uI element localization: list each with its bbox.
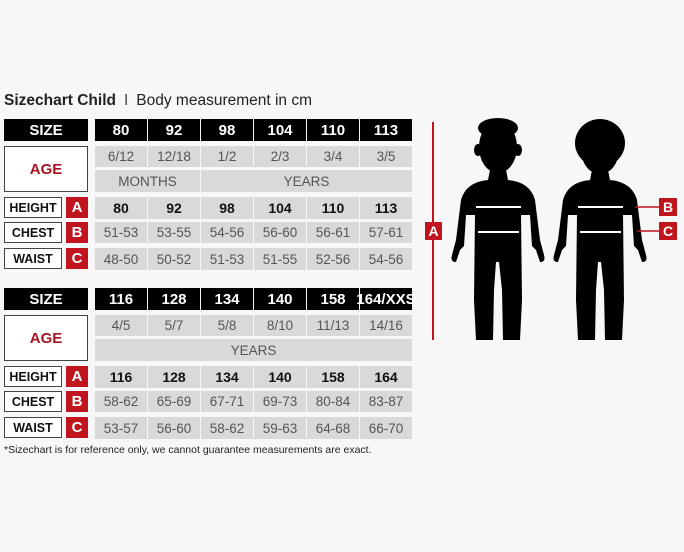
age-cell: 4/5 [95, 315, 147, 336]
size-header-cell: 92 [148, 119, 200, 141]
height-cell: 113 [360, 197, 412, 219]
chest-cell: 51-53 [95, 222, 147, 243]
height-cell: 110 [307, 197, 359, 219]
chest-cell: 58-62 [95, 391, 147, 412]
height-label: HEIGHT [4, 197, 62, 218]
height-cell: 164 [360, 366, 412, 388]
age-cell: 6/12 [95, 146, 147, 167]
chest-cell: 67-71 [201, 391, 253, 412]
waist-letter-badge: C [66, 417, 88, 438]
waist-cell: 52-56 [307, 248, 359, 270]
age-cell: 14/16 [360, 315, 412, 336]
size-header-cell: 134 [201, 288, 253, 310]
footnote: *Sizechart is for reference only, we can… [4, 444, 372, 456]
chest-cell: 83-87 [360, 391, 412, 412]
height-label: HEIGHT [4, 366, 62, 387]
age-cell: 11/13 [307, 315, 359, 336]
size-header-cell: 128 [148, 288, 200, 310]
age-unit-cell: YEARS [201, 170, 412, 192]
size-header-cell: 140 [254, 288, 306, 310]
letter-b-badge [659, 198, 677, 216]
age-cell: 3/5 [360, 146, 412, 167]
waist-cell: 56-60 [148, 417, 200, 439]
age-cell: 3/4 [307, 146, 359, 167]
age-cell: 2/3 [254, 146, 306, 167]
age-cell: 8/10 [254, 315, 306, 336]
chest-cell: 57-61 [360, 222, 412, 243]
height-cell: 128 [148, 366, 200, 388]
chest-cell: 56-61 [307, 222, 359, 243]
age-label: AGE [4, 315, 88, 361]
waist-cell: 54-56 [360, 248, 412, 270]
age-label: AGE [4, 146, 88, 192]
size-header-cell: 104 [254, 119, 306, 141]
waist-cell: 53-57 [95, 417, 147, 439]
height-cell: 92 [148, 197, 200, 219]
chest-cell: 65-69 [148, 391, 200, 412]
girl-silhouette-icon [553, 119, 647, 340]
chest-label: CHEST [4, 391, 62, 412]
chest-letter-badge: B [66, 222, 88, 243]
waist-cell: 59-63 [254, 417, 306, 439]
height-cell: 104 [254, 197, 306, 219]
page-title: Sizechart Child I Body measurement in cm [4, 92, 313, 109]
size-header-cell: 110 [307, 119, 359, 141]
waist-label: WAIST [4, 248, 62, 269]
waist-cell: 50-52 [148, 248, 200, 270]
waist-cell: 48-50 [95, 248, 147, 270]
height-cell: 80 [95, 197, 147, 219]
size-label: SIZE [4, 288, 88, 310]
waist-label: WAIST [4, 417, 62, 438]
chest-cell: 53-55 [148, 222, 200, 243]
size-header-cell: 158 [307, 288, 359, 310]
size-header-cell: 80 [95, 119, 147, 141]
waist-cell: 58-62 [201, 417, 253, 439]
waist-cell: 51-53 [201, 248, 253, 270]
age-cell: 5/7 [148, 315, 200, 336]
chest-cell: 80-84 [307, 391, 359, 412]
height-cell: 140 [254, 366, 306, 388]
letter-c-badge [659, 222, 677, 240]
svg-text:A: A [428, 223, 438, 239]
waist-cell: 66-70 [360, 417, 412, 439]
chest-cell: 69-73 [254, 391, 306, 412]
age-cell: 1/2 [201, 146, 253, 167]
age-unit-cell: MONTHS [95, 170, 200, 192]
height-cell: 98 [201, 197, 253, 219]
size-header-cell: 113 [360, 119, 412, 141]
size-label: SIZE [4, 119, 88, 141]
height-letter-badge: A [66, 197, 88, 218]
height-cell: 134 [201, 366, 253, 388]
chest-letter-badge: B [66, 391, 88, 412]
age-cell: 12/18 [148, 146, 200, 167]
svg-text:C: C [663, 223, 673, 239]
boy-silhouette-icon [451, 118, 545, 340]
chest-label: CHEST [4, 222, 62, 243]
age-cell: 5/8 [201, 315, 253, 336]
age-unit-cell: YEARS [95, 339, 412, 361]
waist-cell: 51-55 [254, 248, 306, 270]
chest-cell: 54-56 [201, 222, 253, 243]
height-cell: 158 [307, 366, 359, 388]
waist-cell: 64-68 [307, 417, 359, 439]
height-letter-badge: A [66, 366, 88, 387]
size-header-cell: 164/XXS [356, 288, 416, 310]
height-cell: 116 [95, 366, 147, 388]
svg-text:B: B [663, 199, 673, 215]
chest-cell: 56-60 [254, 222, 306, 243]
waist-letter-badge: C [66, 248, 88, 269]
letter-a-badge [425, 222, 442, 240]
size-header-cell: 98 [201, 119, 253, 141]
size-header-cell: 116 [95, 288, 147, 310]
